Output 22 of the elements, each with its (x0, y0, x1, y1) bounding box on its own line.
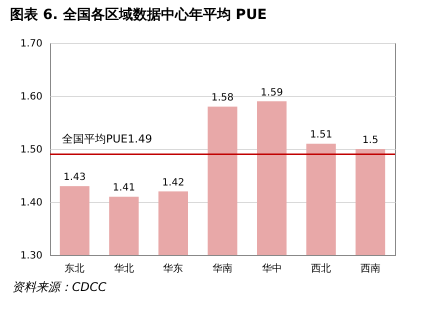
data-label: 1.43 (64, 172, 86, 184)
y-tick-label: 1.50 (20, 144, 42, 156)
data-label: 1.59 (260, 87, 283, 98)
data-label: 1.42 (162, 177, 184, 188)
data-label: 1.5 (362, 135, 378, 146)
x-tick-label: 东北 (64, 262, 85, 274)
y-tick-label: 1.60 (20, 92, 42, 102)
x-tick-label: 西北 (311, 262, 332, 274)
chart-title: 图表 6. 全国各区域数据中心年平均 PUE (10, 6, 267, 23)
data-label: 1.58 (211, 92, 234, 104)
data-label: 1.51 (310, 130, 332, 141)
data-label: 1.41 (112, 182, 136, 194)
x-tick-label: 西南 (360, 262, 380, 274)
text: 资料来源：CDCC (12, 279, 108, 296)
x-tick-label: 华中 (262, 262, 282, 274)
y-tick-label: 1.70 (20, 38, 42, 50)
x-tick-label: 华南 (212, 262, 232, 274)
y-tick-label: 1.40 (20, 198, 42, 208)
y-tick-label: 1.30 (20, 250, 42, 262)
x-tick-label: 华北 (114, 262, 134, 274)
x-tick-label: 华东 (163, 262, 184, 274)
ref-line-label: 全国平均PUE1.49 (62, 132, 152, 146)
